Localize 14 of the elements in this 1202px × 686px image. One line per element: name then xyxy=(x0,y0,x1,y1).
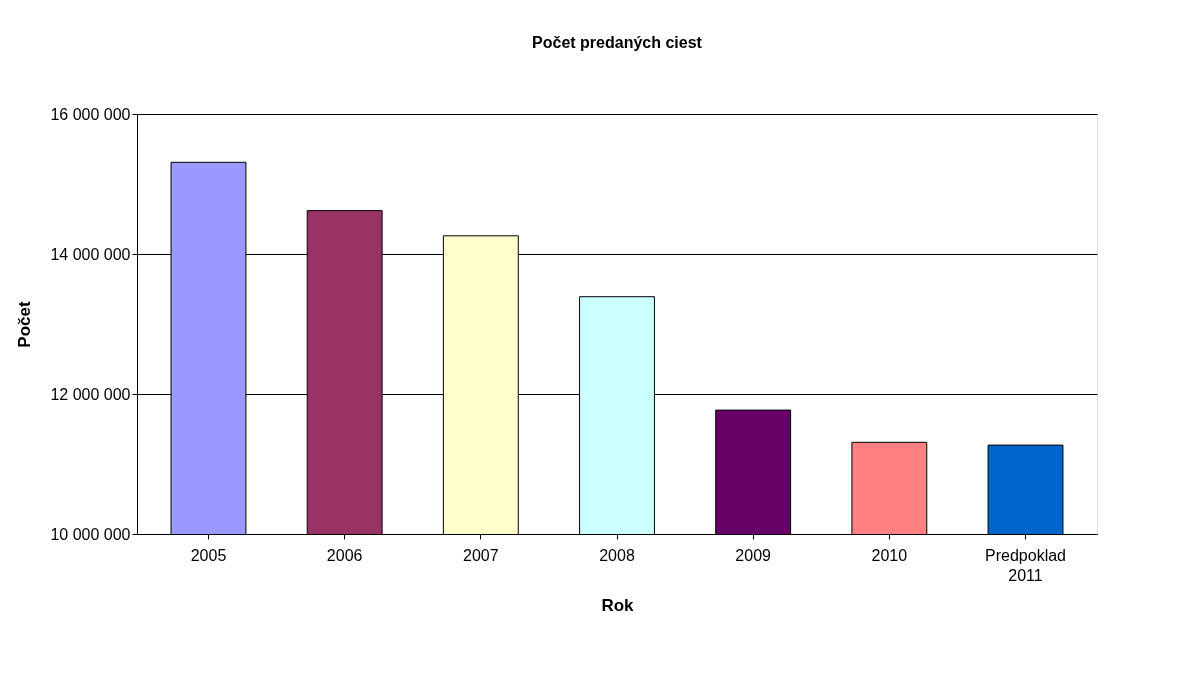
chart-title: Počet predaných ciest xyxy=(532,34,703,51)
x-tick-label: 2008 xyxy=(599,546,635,564)
y-axis-title: Počet xyxy=(15,301,35,348)
y-tick-label: 10 000 000 xyxy=(50,525,131,543)
y-tick-label: 14 000 000 xyxy=(50,245,131,263)
x-tick-label: Predpoklad 2011 xyxy=(985,546,1066,584)
x-tick-label: 2009 xyxy=(735,546,772,564)
y-tick-label: 12 000 000 xyxy=(50,385,131,403)
y-tick-label: 16 000 000 xyxy=(50,105,131,123)
x-axis-title: Rok xyxy=(601,595,635,615)
x-tick-label: 2005 xyxy=(190,546,227,564)
x-tick-label: 2010 xyxy=(871,546,908,564)
x-tick-label: 2006 xyxy=(326,546,363,564)
x-tick-label: 2007 xyxy=(463,546,499,564)
